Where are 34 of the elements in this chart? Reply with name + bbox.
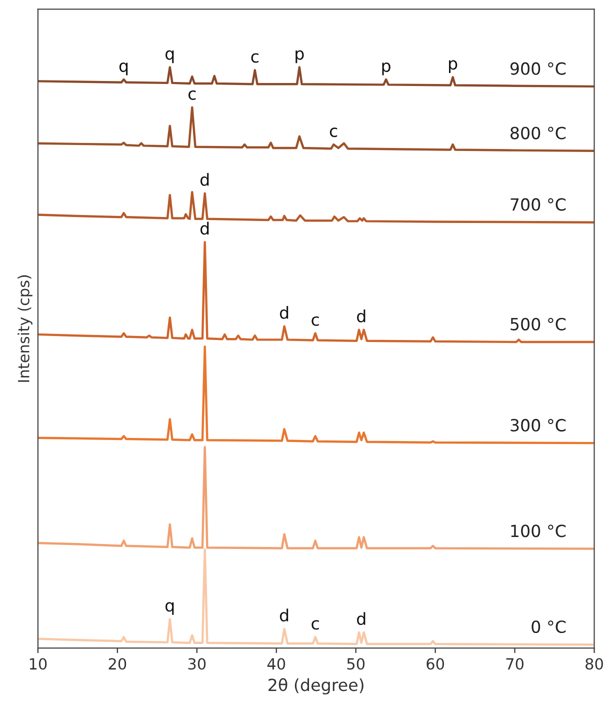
series-label: 500 °C — [510, 318, 566, 330]
annotation: d — [200, 222, 209, 235]
annotation: d — [280, 306, 288, 319]
series-label: 900 °C — [510, 62, 566, 75]
annotation: c — [251, 53, 258, 63]
annotation: p — [296, 50, 304, 64]
x-tick-label: 60 — [426, 658, 444, 670]
series-label: 300 °C — [510, 418, 566, 432]
annotation: c — [312, 316, 319, 326]
annotation: d — [357, 310, 366, 322]
series-label: 0 °C — [532, 620, 566, 634]
annotation: q — [165, 602, 174, 615]
annotation: q — [165, 50, 174, 64]
annotation: c — [312, 620, 319, 630]
x-tick-label: 70 — [506, 658, 524, 670]
annotation: d — [280, 608, 288, 622]
annotation: c — [188, 90, 196, 100]
x-axis-title: 2θ (degree) — [268, 678, 364, 694]
x-tick-label: 50 — [347, 658, 365, 670]
y-axis-title: Intensity (cps) — [18, 275, 32, 382]
x-tick-label: 40 — [267, 658, 286, 670]
annotation: q — [119, 62, 128, 76]
annotation: p — [382, 62, 390, 76]
series-label: 700 °C — [510, 198, 566, 211]
annotation: c — [330, 128, 338, 138]
x-tick-label: 30 — [188, 658, 206, 670]
series-label: 100 °C — [511, 524, 566, 538]
annotation: d — [200, 173, 209, 186]
x-tick-label: 10 — [30, 658, 47, 670]
x-tick-label: 80 — [586, 658, 603, 670]
series-label: 800 °C — [510, 126, 566, 140]
annotation: d — [357, 612, 366, 626]
annotation: p — [449, 60, 458, 73]
x-tick-label: 20 — [108, 658, 126, 670]
